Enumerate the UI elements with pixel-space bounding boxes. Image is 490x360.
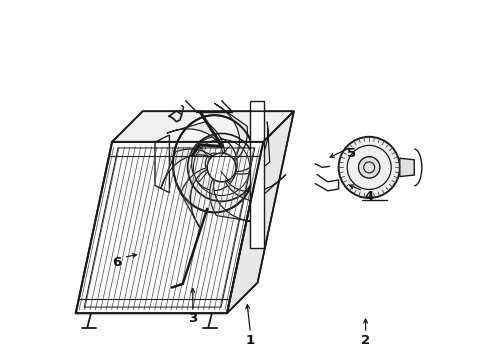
Polygon shape bbox=[76, 142, 263, 313]
Circle shape bbox=[359, 157, 380, 178]
Polygon shape bbox=[227, 111, 294, 313]
Polygon shape bbox=[235, 122, 270, 174]
Polygon shape bbox=[181, 168, 207, 228]
Polygon shape bbox=[225, 175, 286, 202]
Circle shape bbox=[347, 145, 391, 189]
Polygon shape bbox=[112, 111, 294, 142]
Circle shape bbox=[339, 137, 400, 198]
Text: 6: 6 bbox=[113, 256, 122, 269]
Polygon shape bbox=[161, 149, 213, 189]
Polygon shape bbox=[155, 135, 170, 193]
Text: 3: 3 bbox=[188, 312, 197, 325]
Text: 2: 2 bbox=[361, 334, 370, 347]
Polygon shape bbox=[214, 103, 247, 161]
Polygon shape bbox=[249, 101, 264, 248]
Text: 5: 5 bbox=[346, 147, 356, 159]
Polygon shape bbox=[210, 179, 256, 222]
Text: 1: 1 bbox=[246, 334, 255, 347]
Polygon shape bbox=[167, 122, 224, 153]
Text: 4: 4 bbox=[365, 190, 374, 203]
Polygon shape bbox=[400, 158, 414, 176]
Ellipse shape bbox=[173, 115, 256, 212]
Circle shape bbox=[207, 153, 236, 182]
